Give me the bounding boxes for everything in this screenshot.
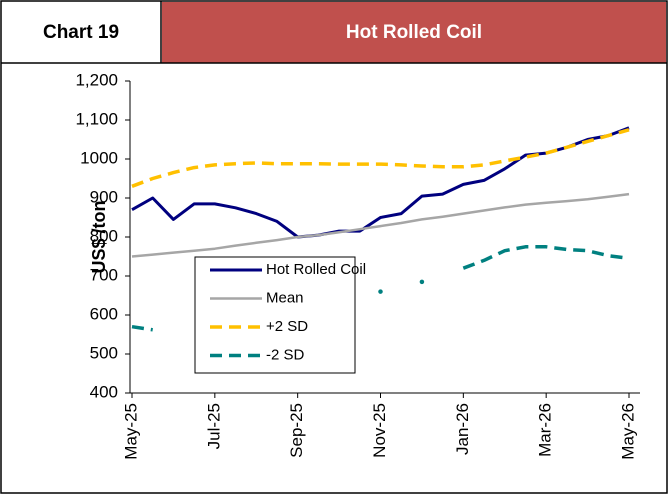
y-tick-label: 400 [90, 382, 118, 401]
legend-box [194, 256, 356, 374]
x-tick-label: Mar-26 [536, 403, 555, 457]
point [378, 289, 383, 294]
point [419, 279, 425, 285]
series-line [131, 324, 153, 332]
series-line [131, 128, 630, 188]
y-tick-label: 900 [90, 187, 118, 206]
y-tick-label: 1,100 [75, 109, 118, 128]
series-line [131, 192, 630, 258]
y-tick-label: 600 [90, 304, 118, 323]
y-tick-label: 1000 [80, 148, 118, 167]
chart-label: Chart 19 [43, 22, 119, 43]
x-tick-label: May-25 [121, 403, 140, 460]
x-tick-label: Jan-26 [453, 403, 472, 455]
x-tick-label: Nov-25 [370, 403, 389, 458]
legend-label: Hot Rolled Coil [266, 261, 366, 278]
y-axis-label: US$ /ton [89, 200, 109, 273]
x-tick-label: Jul-25 [204, 403, 223, 449]
legend-label: -2 SD [266, 346, 305, 363]
x-tick-label: May-26 [618, 403, 637, 460]
y-tick-label: 800 [90, 226, 118, 245]
title-bg [162, 2, 666, 63]
y-tick-label: 500 [90, 343, 118, 362]
legend-label: Mean [266, 289, 304, 306]
legend-label: +2 SD [266, 318, 308, 335]
chart-title: Hot Rolled Coil [346, 22, 482, 43]
x-tick-label: Sep-25 [287, 403, 306, 458]
legend: Hot Rolled Coil Mean +2 SD -2 SD [194, 256, 366, 374]
y-tick-label: 1,200 [75, 70, 118, 89]
y-tick-label: 700 [90, 265, 118, 284]
series-line [462, 245, 630, 270]
